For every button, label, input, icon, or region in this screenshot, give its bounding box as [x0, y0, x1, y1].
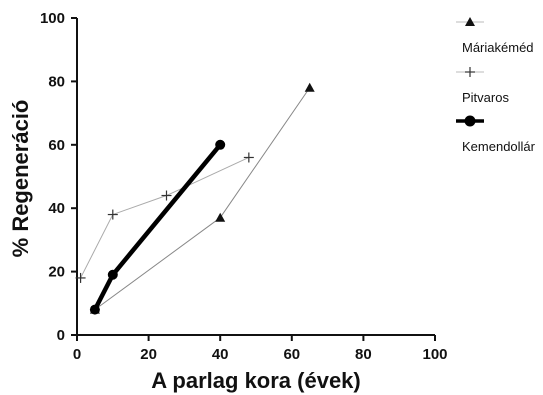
- x-tick-label: 80: [355, 346, 372, 363]
- series-circle: [89, 139, 226, 315]
- data-point: [75, 272, 86, 283]
- series-layer: [75, 82, 315, 315]
- legend-marker: [465, 17, 475, 26]
- data-point: [243, 152, 254, 163]
- series-line: [80, 156, 250, 279]
- series-line: [94, 87, 311, 311]
- legend-item: Máriakéméd: [456, 17, 534, 55]
- data-point: [161, 190, 172, 201]
- y-tick-label: 60: [48, 137, 65, 154]
- x-axis: 0 20 40 60 80 100: [73, 334, 448, 363]
- legend-label: Kemendollár: [462, 139, 536, 154]
- x-axis-title: A parlag kora (évek): [151, 368, 361, 393]
- data-point: [107, 269, 118, 280]
- y-tick-label: 0: [57, 327, 65, 344]
- legend-marker: [465, 67, 475, 77]
- x-tick-label: 0: [73, 346, 81, 363]
- x-tick-label: 60: [283, 346, 300, 363]
- x-tick-label: 100: [422, 346, 447, 363]
- data-point: [215, 139, 226, 150]
- data-point: [304, 82, 315, 92]
- data-point: [215, 212, 226, 222]
- series-triangle: [89, 82, 315, 314]
- x-tick-label: 40: [212, 346, 229, 363]
- legend-marker: [464, 115, 476, 127]
- y-axis-title: % Regeneráció: [8, 100, 33, 258]
- legend-label: Pitvaros: [462, 90, 509, 105]
- x-tick-label: 20: [140, 346, 157, 363]
- y-tick-label: 100: [40, 10, 65, 27]
- legend: Máriakéméd Pitvaros Kemendollár: [456, 17, 536, 154]
- y-axis: 0 20 40 60 80 100: [40, 10, 78, 344]
- legend-label: Máriakéméd: [462, 40, 534, 55]
- legend-item: Kemendollár: [456, 115, 536, 154]
- series-line: [92, 142, 223, 312]
- legend-item: Pitvaros: [456, 67, 509, 105]
- series-plus: [75, 152, 254, 283]
- data-point: [107, 209, 118, 220]
- y-tick-label: 80: [48, 73, 65, 90]
- y-tick-label: 40: [48, 200, 65, 217]
- y-tick-label: 20: [48, 264, 65, 281]
- data-point: [89, 304, 100, 315]
